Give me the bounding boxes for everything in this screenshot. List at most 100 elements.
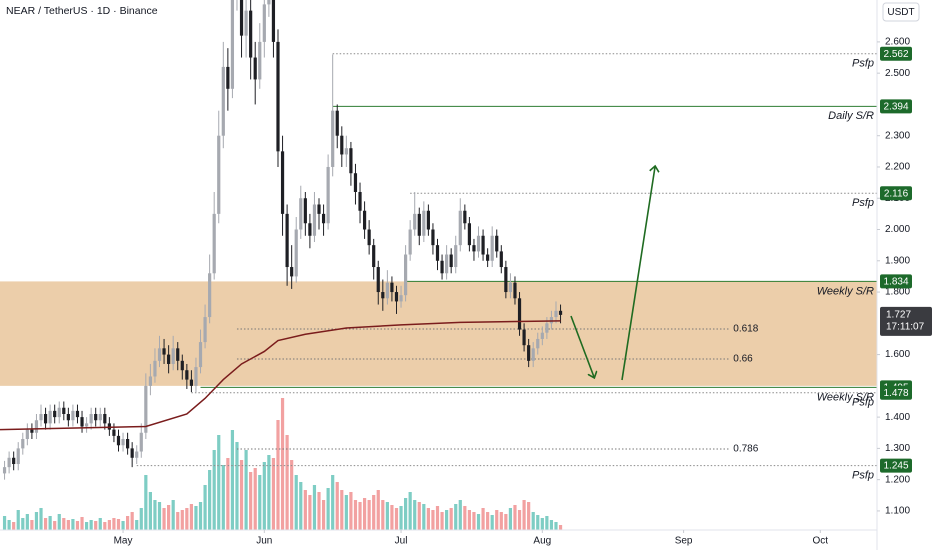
volume-bar [103, 522, 107, 530]
volume-bar [189, 504, 194, 530]
candle-body [30, 429, 34, 433]
volume-bar [226, 458, 230, 530]
candle-body [394, 292, 399, 302]
zone [0, 281, 877, 386]
volume-bar [89, 520, 93, 530]
volume-bar [185, 508, 189, 530]
candle-body [449, 254, 453, 268]
volume-bar [267, 455, 271, 530]
volume-bar [367, 500, 371, 530]
candle-body [435, 245, 440, 261]
x-tick-label: Oct [813, 536, 829, 547]
candle-body [335, 110, 339, 136]
volume-bar [294, 475, 298, 530]
candle-body [276, 41, 280, 152]
volume-bar [153, 500, 157, 530]
level-label: Psfp [852, 197, 874, 209]
volume-bar [62, 518, 66, 530]
candle-body [198, 342, 203, 368]
volume-bar [126, 516, 130, 530]
volume-bar [463, 506, 467, 530]
volume-bar [34, 512, 39, 530]
candle-body [208, 273, 212, 318]
candle-body [372, 245, 376, 268]
candle-body [221, 66, 225, 136]
level-label: Psfp [852, 469, 874, 481]
candle-body [126, 439, 130, 449]
volume-bar [235, 442, 239, 530]
volume-bar [208, 470, 212, 530]
candle-body [472, 245, 476, 252]
candle-body [454, 245, 458, 268]
volume-bar [340, 490, 344, 530]
candle-body [490, 235, 494, 261]
volume-bar [271, 458, 276, 530]
volume-bar [66, 520, 70, 530]
level-badge-label: 2.562 [883, 49, 908, 60]
volume-bar [527, 502, 531, 530]
candle-body [239, 0, 244, 36]
candle-body [34, 420, 39, 433]
fib-label: 0.66 [733, 354, 753, 365]
volume-bar [321, 500, 326, 530]
volume-bar [558, 525, 563, 530]
candle-body [426, 210, 430, 230]
candle-body [381, 292, 385, 299]
candle-body [331, 110, 335, 167]
volume-bar [495, 510, 499, 530]
candle-body [25, 429, 29, 440]
y-tick-label: 2.000 [885, 224, 910, 235]
volume-bar [280, 398, 285, 530]
candle-body [362, 210, 367, 230]
candle-body [499, 251, 503, 268]
volume-bar [43, 518, 48, 530]
volume-bar [540, 518, 544, 530]
candle-body [89, 413, 93, 424]
currency-badge[interactable] [882, 2, 920, 22]
candle-body [48, 410, 52, 424]
level-badge-label: 1.834 [883, 277, 908, 288]
volume-bar [326, 488, 330, 530]
volume-bar [212, 450, 216, 530]
level-badge-label: 2.116 [884, 188, 909, 199]
volume-bar [353, 500, 358, 530]
candle-body [445, 254, 449, 274]
candle-body [285, 213, 289, 268]
volume-bar [476, 514, 481, 530]
candle-body [112, 429, 116, 436]
volume-bar [408, 492, 412, 530]
candle-body [217, 135, 221, 214]
fib-label: 0.618 [733, 324, 758, 335]
volume-bar [48, 516, 52, 530]
candle-body [71, 410, 75, 421]
currency: USDT [887, 7, 914, 18]
candle-body [408, 229, 412, 255]
candle-body [385, 282, 389, 299]
down-arrow [570, 315, 594, 377]
volume-bar [299, 482, 303, 530]
candle-body [189, 379, 194, 386]
volume-bar [198, 502, 203, 530]
volume-bar [180, 510, 184, 530]
volume-bar [144, 475, 148, 530]
volume-bar [249, 472, 253, 530]
y-tick-label: 1.400 [885, 412, 910, 423]
level-badge [880, 274, 912, 289]
candle-body [262, 4, 266, 42]
candle-body [522, 329, 526, 346]
chart-title: NEAR / TetherUS · 1D · Binance [6, 5, 158, 17]
volume-bar [230, 430, 235, 530]
y-tick-label: 2.300 [885, 130, 910, 141]
volume-bar [12, 522, 16, 530]
candle-body [440, 260, 444, 274]
candle-body [504, 267, 508, 293]
axes: 2.6002.5002.3002.2002.1002.0001.9001.800… [114, 37, 932, 547]
candle-body [130, 448, 134, 458]
y-tick-label: 1.600 [885, 349, 910, 360]
candle-body [249, 10, 253, 58]
volume-bar [435, 506, 440, 530]
candle-body [162, 348, 166, 355]
candle-body [80, 417, 84, 427]
volume-bar [331, 475, 335, 530]
